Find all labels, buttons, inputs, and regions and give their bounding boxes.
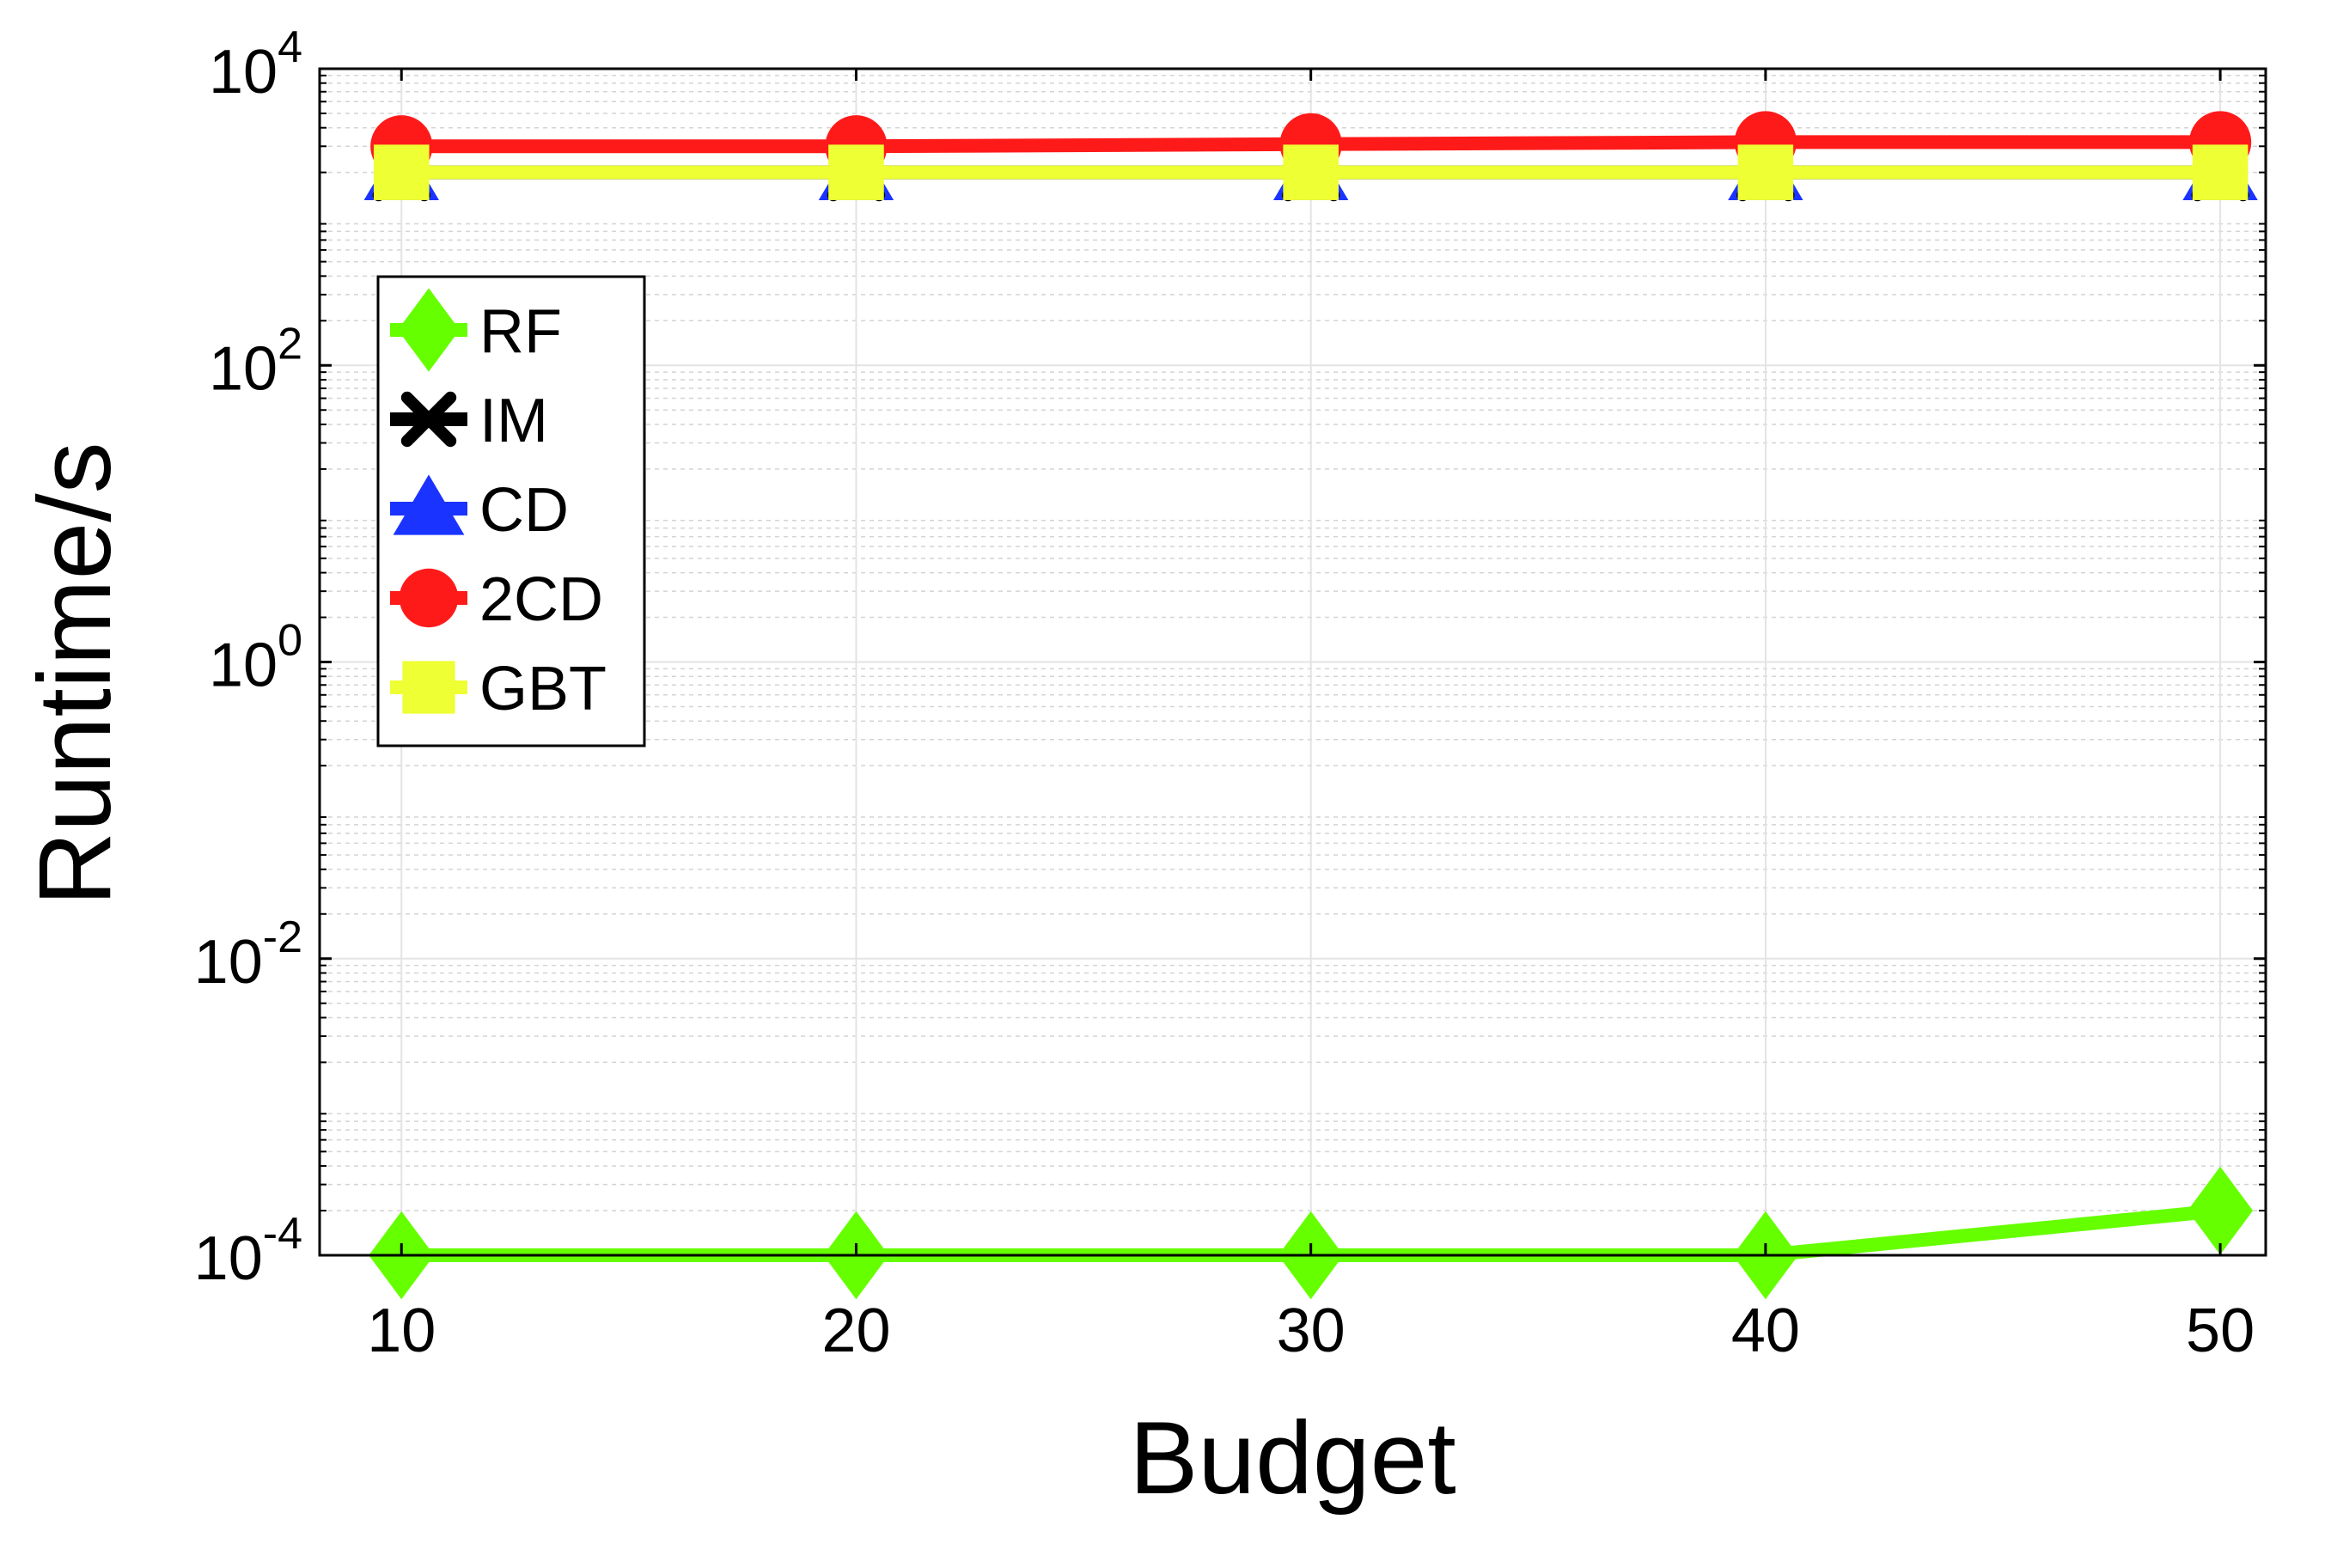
legend-item-2cd: 2CD — [390, 565, 603, 634]
legend-item-gbt: GBT — [390, 655, 607, 723]
grid — [320, 68, 2266, 1256]
legend-label: 2CD — [479, 565, 603, 634]
legend-label: GBT — [479, 655, 607, 723]
x-tick-label: 30 — [1277, 1296, 1346, 1365]
legend-item-rf: RF — [390, 288, 562, 372]
triangle-marker — [393, 474, 465, 535]
circle-marker — [399, 568, 459, 628]
y-tick-label: 100 — [209, 616, 302, 700]
y-tick-label: 104 — [209, 22, 302, 107]
square-marker — [402, 661, 455, 714]
square-marker — [373, 144, 430, 200]
y-tick-label: 10-4 — [194, 1209, 302, 1293]
legend-label: IM — [479, 387, 548, 455]
square-marker — [2192, 144, 2249, 200]
square-marker — [1737, 144, 1794, 200]
x-tick-label: 10 — [367, 1296, 436, 1365]
x-tick-label: 50 — [2186, 1296, 2255, 1365]
square-marker — [1283, 144, 1339, 200]
legend: RF IM CD 2CD GBT — [376, 275, 646, 747]
tick-labels: 10 20 30 40 50 104 102 100 10-2 10-4 — [194, 22, 2255, 1365]
y-tick-label: 10-2 — [194, 912, 302, 997]
x-tick-label: 20 — [821, 1296, 890, 1365]
series-gbt — [373, 144, 2249, 200]
legend-item-im: IM — [390, 387, 548, 455]
legend-label: CD — [479, 476, 569, 545]
x-marker — [400, 391, 457, 448]
legend-label: RF — [479, 297, 562, 366]
legend-item-cd: CD — [390, 474, 569, 545]
x-tick-label: 40 — [1731, 1296, 1800, 1365]
diamond-marker — [398, 288, 460, 372]
square-marker — [828, 144, 884, 200]
x-axis-title: Budget — [1129, 1400, 1455, 1516]
y-axis-title: Runtime/s — [17, 442, 132, 906]
y-tick-label: 102 — [209, 319, 302, 403]
axis-ticks — [320, 67, 2266, 1257]
diamond-marker — [2188, 1166, 2254, 1255]
